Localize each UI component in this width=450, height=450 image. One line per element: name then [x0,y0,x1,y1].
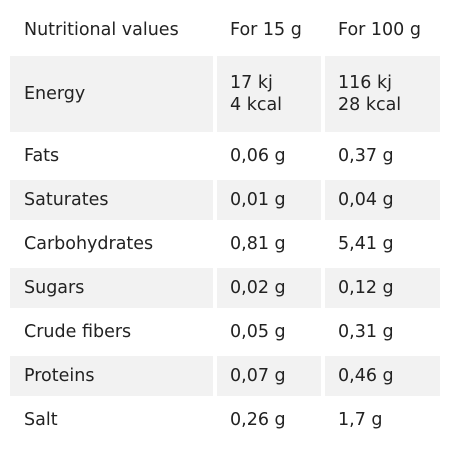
row-label: Carbohydrates [24,234,154,254]
energy-kj-15g: 17 kj [230,73,273,93]
header-nutritional-values: Nutritional values [24,20,179,40]
value-100g: 0,46 g [325,356,440,396]
row-label-energy: Energy [10,56,213,132]
header-for-100g: For 100 g [338,20,421,40]
value-100g: 0,12 g [325,268,440,308]
value-15g: 0,06 g [230,146,286,166]
row-label: Fats [24,146,60,166]
energy-value-15g: 17 kj 4 kcal [217,56,321,132]
value-100g: 0,37 g [338,146,394,166]
value-15g: 0,07 g [217,356,321,396]
value-15g: 0,05 g [230,322,286,342]
row-label: Proteins [10,356,213,396]
table-row-saturates: Saturates 0,01 g 0,04 g [10,180,444,220]
value-100g: 0,31 g [338,322,394,342]
value-100g: 1,7 g [338,410,383,430]
table-row-carbohydrates: Carbohydrates 0,81 g 5,41 g [10,224,444,264]
value-15g: 0,02 g [217,268,321,308]
energy-value-100g: 116 kj 28 kcal [325,56,440,132]
row-label: Sugars [10,268,213,308]
table-row-fats: Fats 0,06 g 0,37 g [10,136,444,176]
energy-kj-100g: 116 kj [338,73,392,93]
row-label: Salt [24,410,58,430]
row-label: Saturates [10,180,213,220]
row-label: Crude fibers [24,322,132,342]
value-100g: 0,04 g [325,180,440,220]
nutrition-table: Nutritional values For 15 g For 100 g En… [10,8,444,444]
energy-kcal-100g: 28 kcal [338,95,402,115]
value-100g: 5,41 g [338,234,394,254]
table-row-salt: Salt 0,26 g 1,7 g [10,400,444,440]
value-15g: 0,01 g [217,180,321,220]
value-15g: 0,26 g [230,410,286,430]
header-for-15g: For 15 g [230,20,302,40]
energy-kcal-15g: 4 kcal [230,95,283,115]
table-row-sugars: Sugars 0,02 g 0,12 g [10,268,444,308]
table-row-proteins: Proteins 0,07 g 0,46 g [10,356,444,396]
value-15g: 0,81 g [230,234,286,254]
table-row-crude-fibers: Crude fibers 0,05 g 0,31 g [10,312,444,352]
table-header-row: Nutritional values For 15 g For 100 g [10,8,444,52]
table-row-energy: Energy 17 kj 4 kcal 116 kj 28 kcal [10,56,444,132]
